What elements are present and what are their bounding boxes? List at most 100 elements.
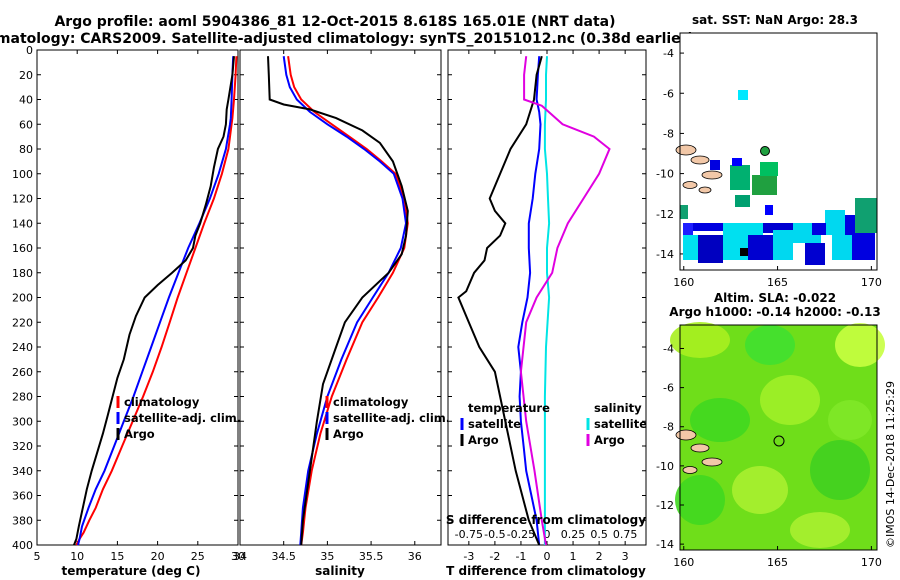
sst-cell [698,235,723,263]
s-tick-label: -0.25 [507,528,535,541]
sst-cell [855,198,877,233]
sst-cell [805,243,825,265]
island [701,457,723,467]
map-y-label: -14 [656,248,674,261]
sla-map-title-1: Altim. SLA: -0.022 [714,291,836,305]
y-tick-label: 20 [19,69,33,82]
sla-blob [828,400,872,440]
series-temperature-argo [457,55,543,546]
y-tick-label: 360 [12,490,33,503]
argo-location-marker [760,146,770,156]
x-tick-label: 25 [191,550,205,563]
legend-label: satellite [468,417,521,431]
sst-cell [765,205,773,215]
map-y-label: -10 [656,168,674,181]
island [682,181,698,189]
sst-cell [730,165,750,190]
map-x-label: 160 [673,276,694,289]
island [690,155,710,165]
x-tick-label: 36 [408,550,422,563]
sst-cell [735,195,750,207]
sst-cell [740,248,748,256]
series-temperature-satellite [517,56,542,546]
x-tick-label: 2 [596,550,603,563]
plot-frame [36,49,239,546]
y-tick-label: 300 [12,415,33,428]
temperature-panel: 0 20 40 60 80 100 120 140 160 180 200 220 240 260 280 3… [12,44,245,563]
island [675,144,697,156]
y-tick-label: 280 [12,391,33,404]
sla-blob [790,512,850,548]
sla-blob [732,466,788,514]
plot-frame [239,49,442,546]
temperature-xlabel: temperature (deg C) [62,564,201,578]
island [675,429,697,441]
sla-blob [745,325,795,365]
s-tick-label: -0.5 [484,528,505,541]
series-salinity-argo [519,56,611,546]
sla-map-title-2: Argo h1000: -0.14 h2000: -0.13 [669,305,880,319]
sst-cell [825,210,845,235]
sst-cell [760,162,778,176]
y-tick-label: 320 [12,440,33,453]
s-tick-label: 0 [544,528,551,541]
imos-stamp: ©IMOS 14-Dec-2018 11:25:29 [884,381,897,548]
sst-cell [723,235,748,260]
map-x-label: 165 [767,556,788,569]
y-tick-label: 220 [12,316,33,329]
map-y-label: -8 [663,421,674,434]
series-argo [267,56,409,546]
series-satellite-adj-clim- [77,56,235,546]
legend-label: Argo [124,427,155,441]
sst-cell [723,223,763,235]
map-y-label: -12 [656,208,674,221]
sst-cell [683,223,693,235]
x-tick-label: 0 [544,550,551,563]
salinity-panel: 34 34.5 35 35.5 36 climatology satellite-adj. … [233,49,450,563]
x-tick-label: 3 [622,550,629,563]
difference-xlabel: T difference from climatology [446,564,646,578]
y-tick-label: 240 [12,341,33,354]
island [701,170,723,180]
y-tick-label: 0 [26,44,33,57]
x-tick-label: 10 [70,550,84,563]
map-y-label: -8 [663,127,674,140]
legend-title-salinity: salinity [594,401,642,415]
series-salinity-satellite [543,56,551,545]
difference-panel: -3 -2 -1 0 1 2 3 -0.75 -0.5 -0.25 0 0.25 0.5 0.75 temp… [447,49,647,563]
y-tick-label: 120 [12,193,33,206]
island [682,466,698,474]
legend-label: satellite-adj. clim. [333,411,450,425]
sst-cell [748,235,773,260]
s-tick-label: 0.75 [613,528,638,541]
map-y-label: -10 [656,460,674,473]
legend-label: climatology [333,395,409,409]
sst-cell [732,158,742,166]
sst-cell [752,175,777,195]
island [690,443,710,453]
sst-cell [680,205,688,219]
map-y-label: -4 [663,47,674,60]
legend-label: Argo [594,433,625,447]
y-tick-label: 160 [12,242,33,255]
sla-blob [670,322,730,358]
map-x-label: 170 [861,556,882,569]
x-tick-label: 35.5 [359,550,384,563]
sst-cell [763,223,793,233]
sst-map-title: sat. SST: NaN Argo: 28.3 [692,13,858,27]
title-line-1: Argo profile: aoml 5904386_81 12-Oct-201… [54,14,615,30]
x-tick-label: 20 [151,550,165,563]
legend-label: Argo [333,427,364,441]
legend-title-temperature: temperature [468,401,550,415]
x-tick-label: 1 [570,550,577,563]
y-tick-label: 40 [19,94,33,107]
x-tick-label: 15 [110,550,124,563]
sla-blob [835,323,885,367]
s-tick-label: 0.5 [590,528,608,541]
y-tick-label: 140 [12,217,33,230]
sst-cell [812,223,826,235]
sst-cell [738,90,748,100]
y-tick-label: 380 [12,514,33,527]
y-tick-label: 80 [19,143,33,156]
